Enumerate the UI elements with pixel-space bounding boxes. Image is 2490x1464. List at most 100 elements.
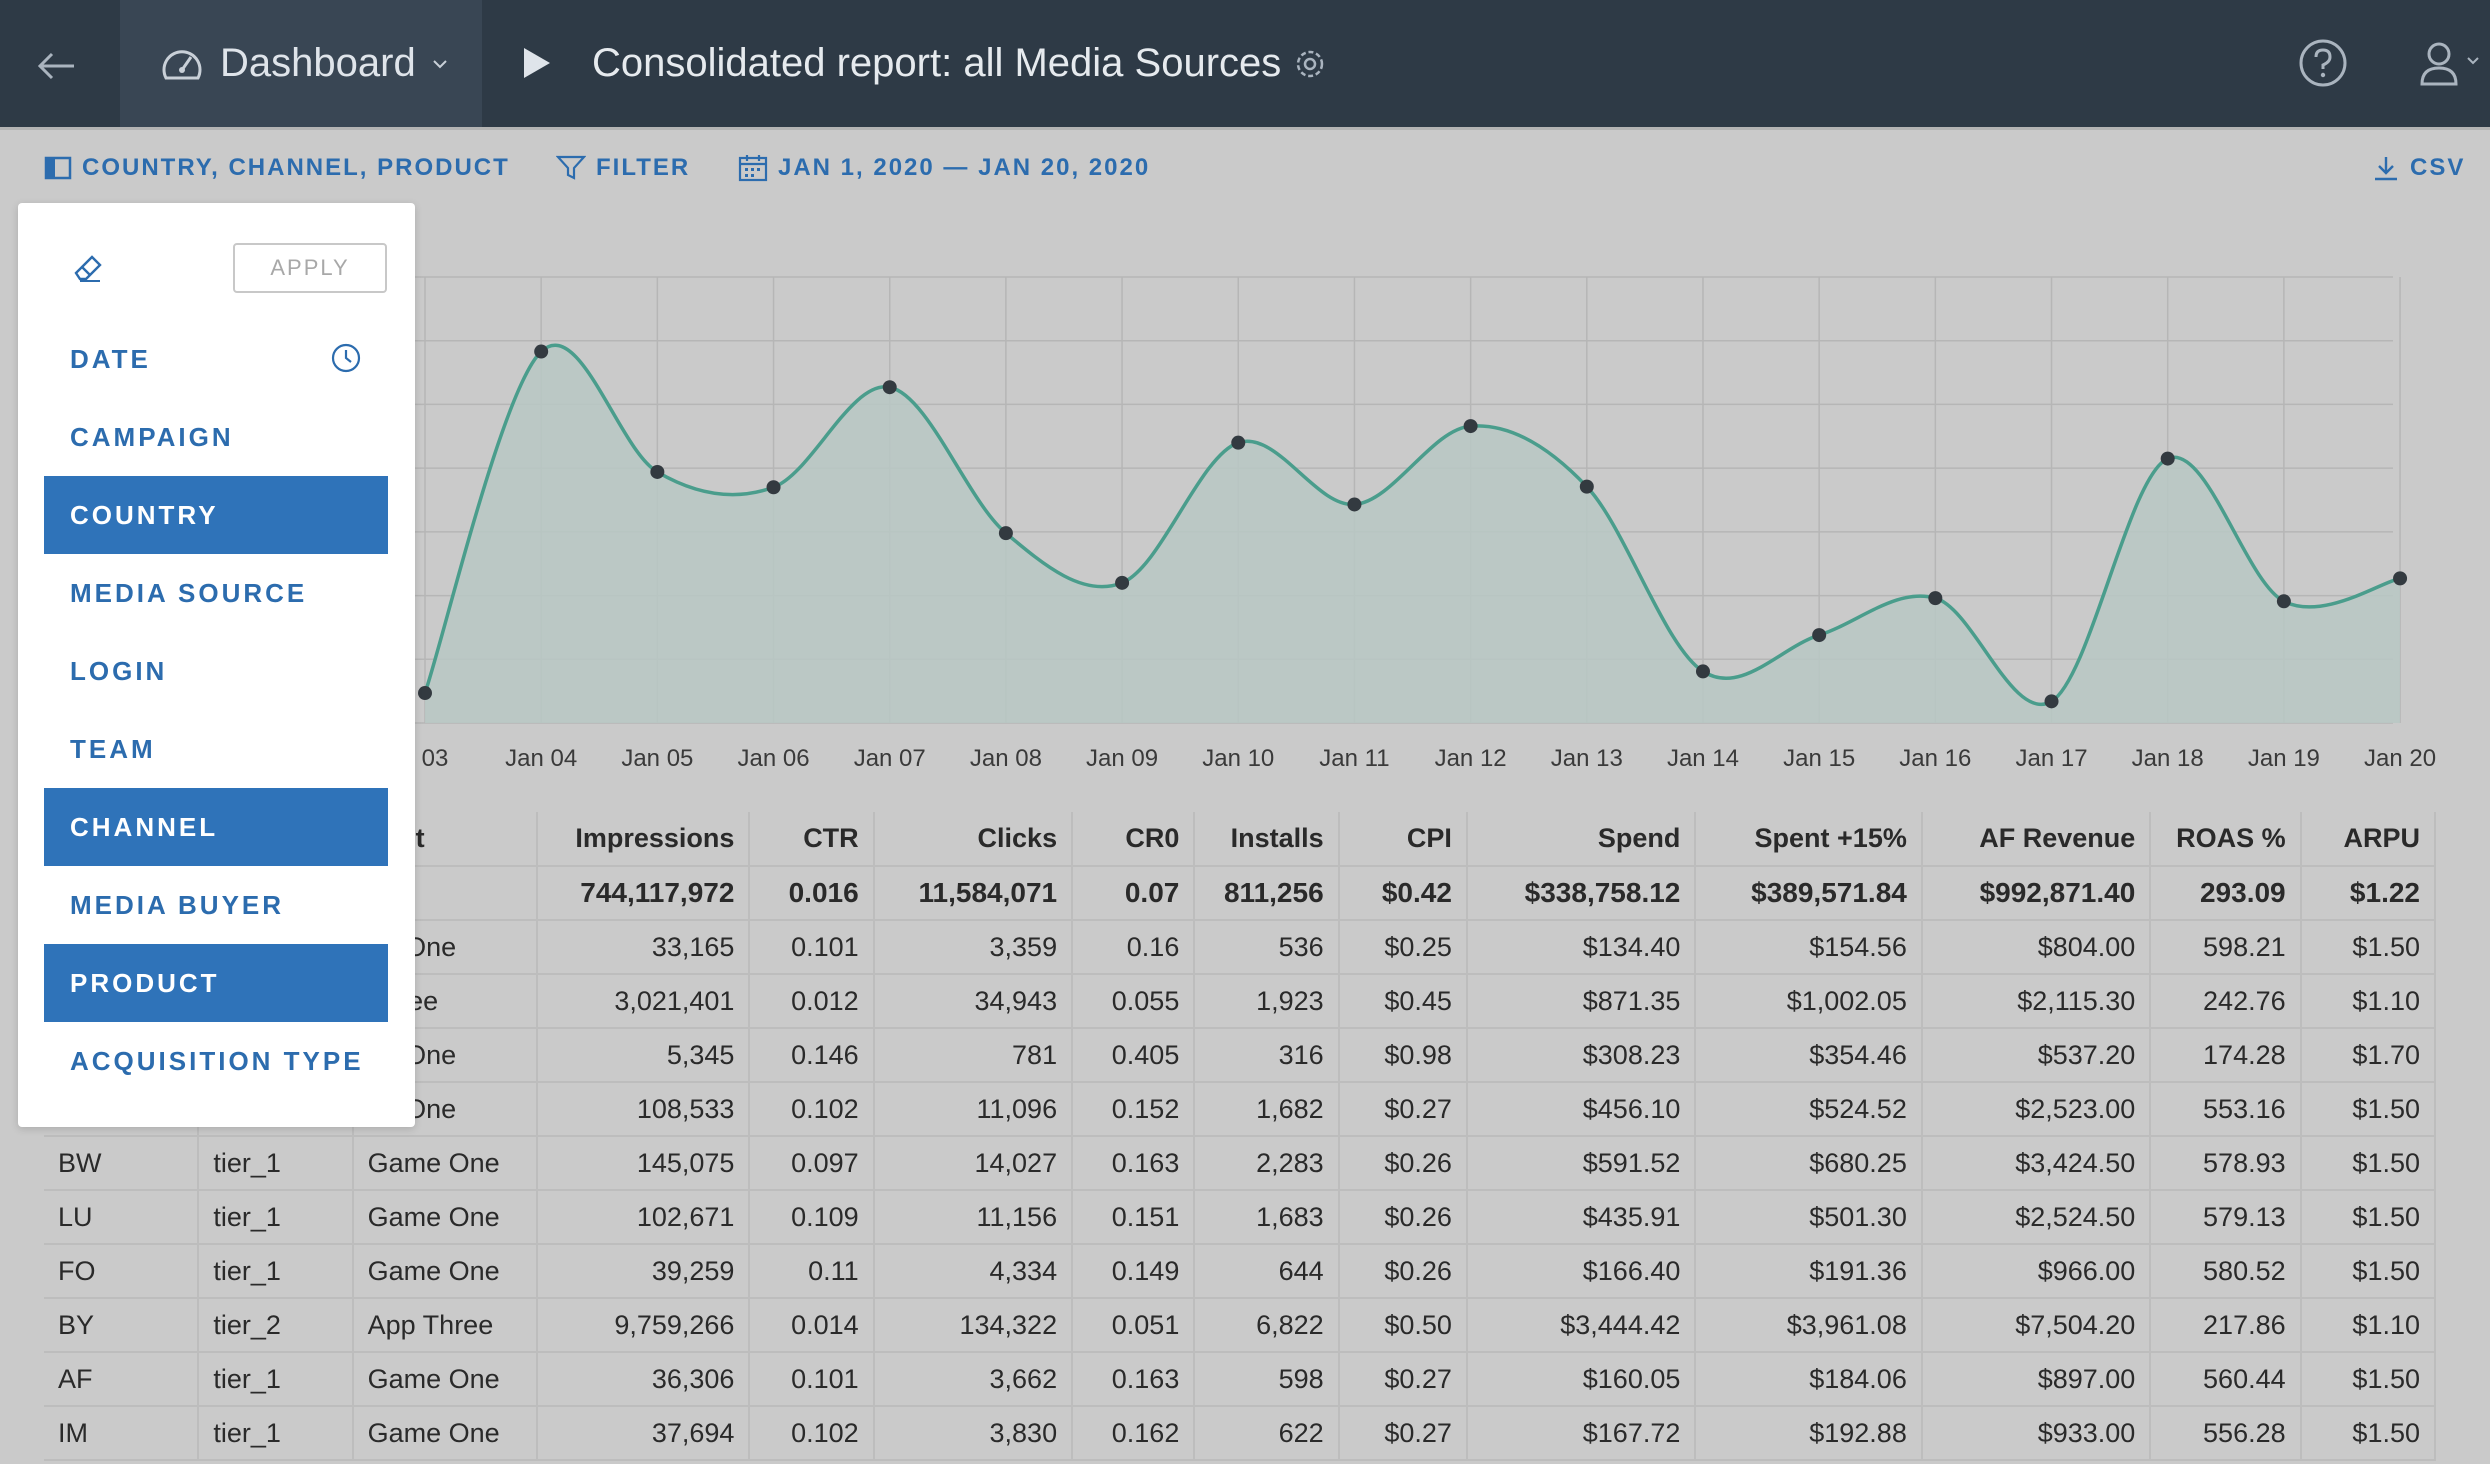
table-cell: 145,075 [537, 1136, 751, 1191]
table-cell: Game One [352, 1190, 539, 1245]
table-cell: 0.152 [1072, 1082, 1196, 1137]
chart-point[interactable] [1928, 591, 1943, 606]
table-row: FO tier_1 Game One 39,259 0.11 4,334 0.149 644 $… [44, 1244, 2436, 1299]
column-header[interactable]: ARPU [2300, 812, 2436, 867]
chart-point[interactable] [2393, 571, 2408, 586]
group-option-media-buyer[interactable]: MEDIA BUYER [44, 866, 388, 944]
date-range-button[interactable]: JAN 1, 2020 — JAN 20, 2020 [738, 154, 1150, 182]
table-row: ne One108,5330.10211,0960.1521,682$0.27$… [44, 1082, 2436, 1137]
column-header[interactable]: Impressions [537, 812, 751, 867]
filter-button[interactable]: FILTER [556, 154, 690, 182]
group-option-campaign[interactable]: CAMPAIGN [44, 398, 388, 476]
column-header[interactable]: ROAS % [2150, 812, 2302, 867]
table-cell: 6,822 [1194, 1298, 1340, 1353]
chart-point[interactable] [766, 480, 781, 495]
column-header[interactable]: AF Revenue [1921, 812, 2152, 867]
back-button[interactable] [28, 38, 84, 94]
help-button[interactable] [2298, 38, 2348, 93]
group-option-country[interactable]: COUNTRY [44, 476, 388, 554]
chart-point[interactable] [2276, 594, 2291, 609]
table-cell: 36,306 [537, 1352, 751, 1407]
group-option-label: LOGIN [70, 655, 168, 686]
eraser-icon [74, 255, 102, 282]
table-row: BW tier_1 Game One 145,075 0.097 14,027 0.163 2… [44, 1136, 2436, 1191]
chart-point[interactable] [1231, 435, 1246, 450]
user-menu-button[interactable] [2414, 38, 2484, 93]
table-row: LU tier_1 Game One 102,671 0.109 11,156 0.151 1… [44, 1190, 2436, 1245]
column-header[interactable]: Spend [1466, 812, 1697, 867]
group-option-channel[interactable]: CHANNEL [44, 788, 388, 866]
chart-x-axis-labels: n 03 Jan 04 Jan 05 Jan 06 Jan 07 Jan 08 Jan 09… [402, 745, 2436, 772]
table-cell: $389,571.84 [1695, 866, 1923, 921]
group-option-product[interactable]: PRODUCT [44, 944, 388, 1022]
table-cell: 0.16 [1072, 920, 1196, 975]
group-option-label: ACQUISITION TYPE [70, 1045, 364, 1076]
table-cell: $524.52 [1695, 1082, 1923, 1137]
apply-button[interactable]: APPLY [233, 243, 387, 293]
table-cell: 644 [1194, 1244, 1340, 1299]
chart-point[interactable] [1812, 628, 1827, 643]
table-cell: 3,021,401 [537, 974, 751, 1029]
table-cell: 781 [873, 1028, 1074, 1083]
columns-icon [44, 156, 72, 180]
table-cell: $0.42 [1338, 866, 1468, 921]
table-cell: 3,830 [873, 1406, 1074, 1461]
table-cell: 744,117,972 [537, 866, 751, 921]
column-header[interactable]: Installs [1194, 812, 1340, 867]
table-cell: 0.109 [749, 1190, 875, 1245]
x-tick-label: Jan 08 [970, 745, 1042, 772]
group-option-date[interactable]: DATE [44, 320, 388, 398]
csv-download-button[interactable]: CSV [2372, 154, 2465, 182]
table-cell: $1.10 [2300, 974, 2436, 1029]
group-option-label: MEDIA SOURCE [70, 577, 308, 608]
chart-point[interactable] [650, 464, 665, 479]
chart-point[interactable] [534, 344, 549, 359]
group-option-label: CAMPAIGN [70, 421, 234, 452]
column-header[interactable]: Spent +15% [1695, 812, 1923, 867]
column-header[interactable]: CTR [749, 812, 875, 867]
chart-point[interactable] [1579, 479, 1594, 494]
table-cell: App Three [352, 1298, 539, 1353]
group-by-panel: APPLY DATE CAMPAIGN COUNTRY MEDIA SOURCE LOG… [18, 203, 415, 1127]
table-cell: $1.50 [2300, 1082, 2436, 1137]
settings-button[interactable] [1290, 44, 1330, 89]
group-by-button[interactable]: COUNTRY, CHANNEL, PRODUCT [44, 154, 510, 182]
table-cell: 622 [1194, 1406, 1340, 1461]
table-cell: $192.88 [1695, 1406, 1923, 1461]
table-cell: 316 [1194, 1028, 1340, 1083]
table-cell: tier_1 [198, 1190, 354, 1245]
table-cell: $537.20 [1921, 1028, 2152, 1083]
table-cell: BY [44, 1298, 200, 1353]
column-header[interactable]: CPI [1338, 812, 1468, 867]
x-tick-label: Jan 11 [1319, 745, 1389, 772]
table-cell: 0.163 [1072, 1136, 1196, 1191]
chart-point[interactable] [1463, 419, 1478, 434]
chart-point[interactable] [1115, 575, 1130, 590]
table-cell: $1.10 [2300, 1298, 2436, 1353]
table-cell: $1.22 [2300, 866, 2436, 921]
chart-point[interactable] [1695, 664, 1710, 679]
table-cell: 11,156 [873, 1190, 1074, 1245]
clear-selection-button[interactable] [70, 249, 106, 290]
table-cell: 580.52 [2150, 1244, 2302, 1299]
group-option-team[interactable]: TEAM [44, 710, 388, 788]
chart-point[interactable] [998, 526, 1013, 541]
speedometer-icon [162, 49, 202, 79]
group-option-acquisition-type[interactable]: ACQUISITION TYPE [44, 1022, 388, 1100]
table-cell: 33,165 [537, 920, 751, 975]
chart-point[interactable] [418, 686, 432, 701]
dashboard-menu[interactable]: Dashboard [120, 0, 482, 127]
chart-point[interactable] [1347, 497, 1362, 512]
chart-point[interactable] [2044, 694, 2059, 709]
chart-point[interactable] [2160, 451, 2175, 466]
table-cell: 560.44 [2150, 1352, 2302, 1407]
history-clock-icon[interactable] [330, 342, 362, 374]
chart-point[interactable] [882, 380, 897, 395]
column-header[interactable]: Clicks [873, 812, 1074, 867]
column-header[interactable]: CR0 [1072, 812, 1196, 867]
table-cell: 102,671 [537, 1190, 751, 1245]
table-cell: LU [44, 1190, 200, 1245]
group-option-login[interactable]: LOGIN [44, 632, 388, 710]
group-option-media-source[interactable]: MEDIA SOURCE [44, 554, 388, 632]
table-cell: 536 [1194, 920, 1340, 975]
